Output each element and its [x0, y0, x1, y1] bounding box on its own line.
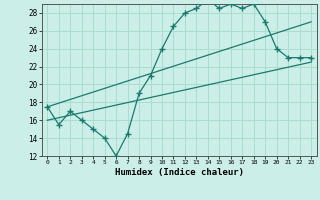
X-axis label: Humidex (Indice chaleur): Humidex (Indice chaleur) [115, 168, 244, 177]
